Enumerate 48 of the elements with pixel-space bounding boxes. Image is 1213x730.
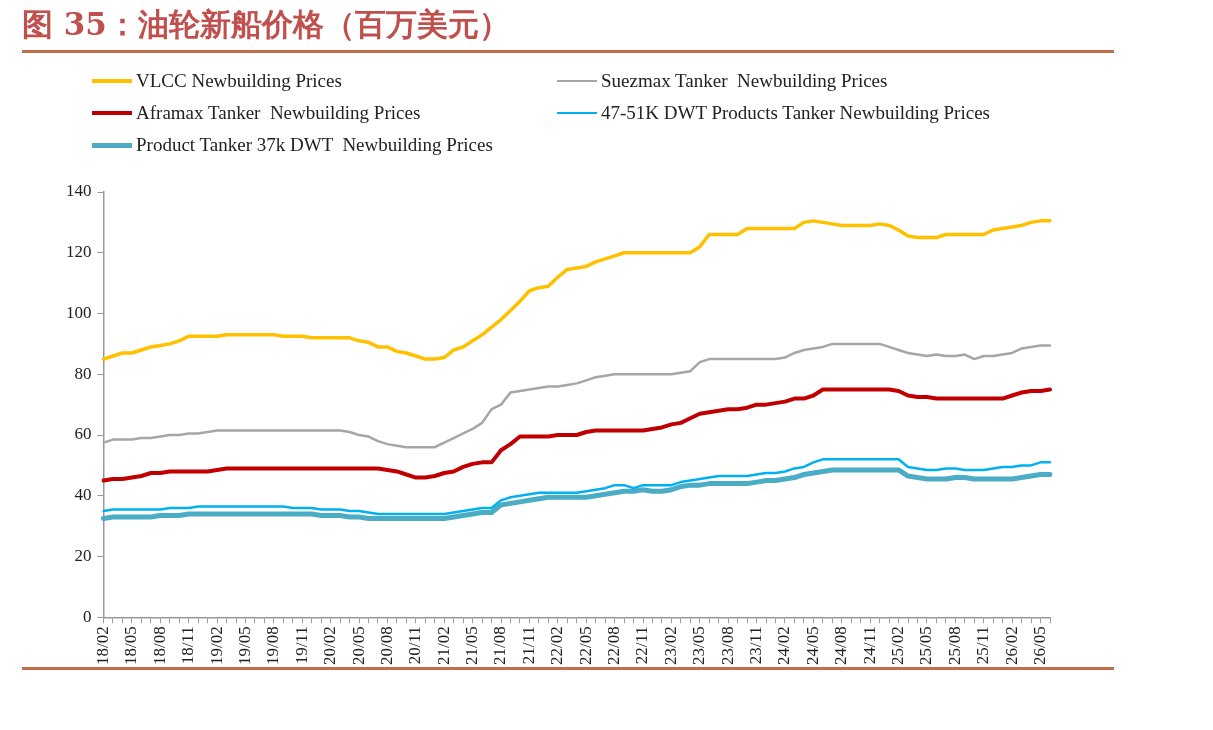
y-tick-label: 120: [66, 242, 92, 262]
x-tick-label: 18/08: [149, 626, 169, 666]
x-tick-label: 20/05: [348, 626, 368, 666]
x-tick-label: 23/11: [746, 626, 766, 665]
y-tick-label: 0: [83, 606, 92, 626]
legend-label: Suezmax Tanker Newbuilding Prices: [601, 70, 888, 92]
x-tick-label: 19/08: [263, 626, 283, 666]
y-tick-label: 40: [74, 485, 92, 505]
x-tick-label: 25/11: [973, 626, 993, 665]
chart-title: 图 35：油轮新船价格（百万美元）: [22, 5, 510, 44]
y-tick-label: 140: [66, 181, 92, 201]
x-tick-label: 19/11: [291, 626, 311, 665]
x-tick-label: 21/08: [490, 626, 510, 666]
x-tick-label: 23/08: [717, 626, 737, 666]
x-tick-label: 26/05: [1030, 626, 1049, 666]
x-tick-label: 22/11: [632, 626, 652, 665]
legend-label: Aframax Tanker Newbuilding Prices: [136, 102, 421, 124]
y-tick-label: 20: [74, 545, 92, 565]
x-tick-label: 19/02: [206, 626, 226, 666]
x-tick-label: 18/05: [121, 626, 141, 666]
x-tick-label: 21/05: [462, 626, 482, 666]
legend-label: VLCC Newbuilding Prices: [136, 70, 342, 92]
y-tick-label: 100: [66, 302, 92, 322]
x-tick-label: 24/08: [831, 626, 851, 666]
x-tick-label: 25/08: [944, 626, 964, 666]
y-tick-label: 60: [74, 424, 92, 444]
x-tick-label: 24/05: [802, 626, 822, 666]
legend-label: Product Tanker 37k DWT Newbuilding Prices: [136, 134, 493, 156]
x-tick-label: 18/11: [178, 626, 198, 665]
x-tick-label: 25/02: [888, 626, 908, 666]
x-tick-label: 21/11: [518, 626, 538, 665]
x-tick-label: 22/05: [575, 626, 595, 666]
x-tick-label: 21/02: [433, 626, 453, 666]
x-tick-label: 24/11: [859, 626, 879, 665]
x-tick-label: 22/08: [604, 626, 624, 666]
x-tick-label: 26/02: [1001, 626, 1021, 666]
x-tick-label: 18/02: [92, 626, 112, 666]
x-tick-label: 20/11: [405, 626, 425, 665]
x-tick-label: 23/02: [660, 626, 680, 666]
x-tick-label: 23/05: [689, 626, 709, 666]
x-tick-label: 20/08: [376, 626, 396, 666]
x-tick-label: 19/05: [234, 626, 254, 666]
x-tick-label: 24/02: [774, 626, 794, 666]
x-tick-label: 22/02: [547, 626, 567, 666]
x-tick-label: 20/02: [320, 626, 340, 666]
x-tick-label: 25/05: [916, 626, 936, 666]
legend-label: 47-51K DWT Products Tanker Newbuilding Prices: [601, 102, 990, 124]
y-tick-label: 80: [74, 363, 92, 383]
